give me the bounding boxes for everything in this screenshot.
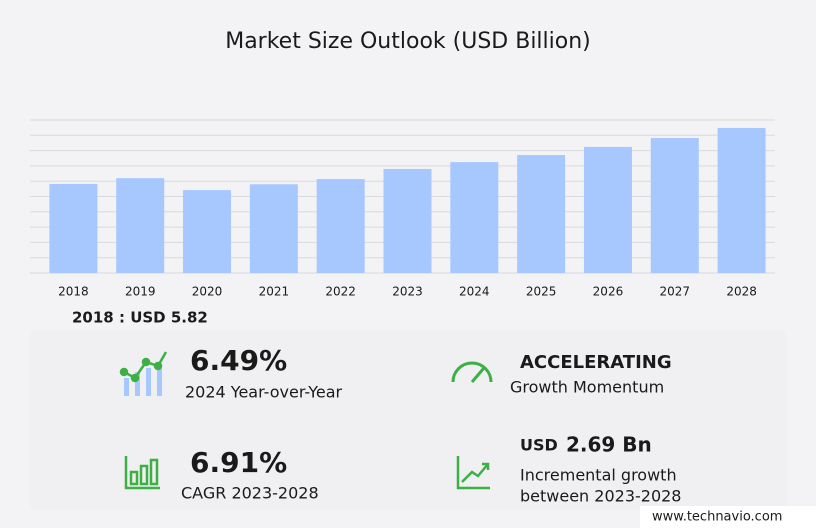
x-tick-label: 2021 (259, 285, 290, 299)
x-tick-label: 2026 (593, 285, 624, 299)
stat-label: CAGR 2023-2028 (181, 484, 319, 503)
stat-unit: USD (520, 436, 558, 455)
stat-label: 2024 Year-over-Year (185, 383, 343, 402)
x-tick-label: 2028 (726, 285, 757, 299)
x-tick-label: 2022 (325, 285, 356, 299)
x-tick-label: 2023 (392, 285, 423, 299)
x-tick-label: 2019 (125, 285, 156, 299)
momentum-icon (451, 361, 493, 383)
bar (583, 146, 632, 273)
yoy-icon (119, 351, 168, 396)
highlight: 2018 : USD 5.82 (72, 309, 208, 327)
bar (183, 190, 232, 273)
x-tick-label: 2018 (58, 285, 89, 299)
stat-value: 6.49% (190, 344, 287, 377)
x-tick-label: 2027 (659, 285, 690, 299)
bar (650, 138, 699, 273)
stat-value: ACCELERATING (520, 352, 672, 373)
bar (49, 183, 98, 273)
bar (517, 155, 566, 273)
stat-label: Growth Momentum (510, 378, 664, 397)
bar (383, 168, 432, 273)
x-tick-label: 2024 (459, 285, 490, 299)
stat-label: Incremental growth (520, 466, 677, 485)
bar (316, 179, 365, 273)
incremental-icon (456, 456, 490, 490)
x-tick-label: 2025 (526, 285, 557, 299)
footer: www.technavio.com (652, 510, 782, 525)
x-tick-label: 2020 (192, 285, 223, 299)
cagr-icon (124, 456, 160, 490)
bar (717, 127, 766, 274)
chart-title: Market Size Outlook (USD Billion) (225, 29, 591, 54)
stat-value: 6.91% (190, 446, 287, 479)
bar (249, 184, 298, 273)
bar (116, 178, 165, 273)
stat-label: between 2023-2028 (520, 487, 681, 506)
bar (450, 162, 499, 273)
stat-value: 2.69 Bn (566, 433, 652, 457)
footer-box (640, 506, 816, 528)
